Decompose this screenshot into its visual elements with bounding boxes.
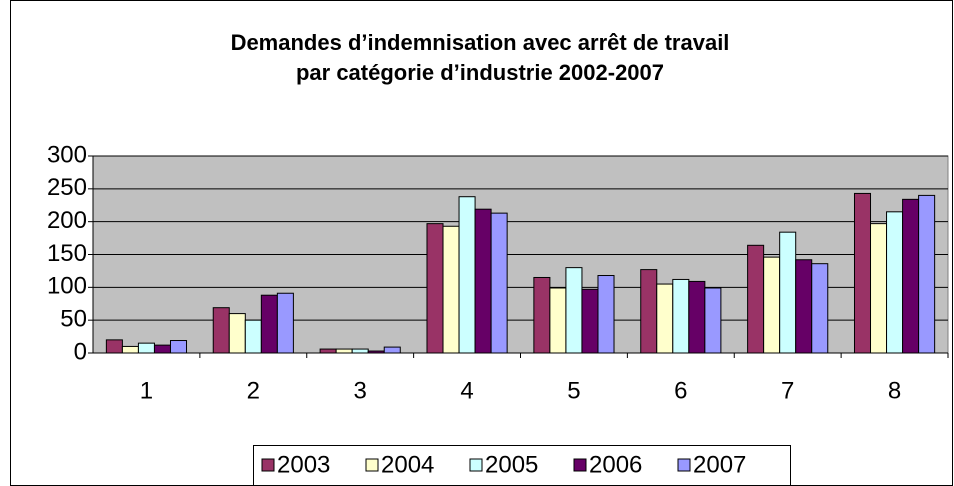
y-tick-label: 200 [47,207,87,234]
x-tick-label: 7 [781,377,794,404]
bar [351,348,369,354]
bar [597,275,615,354]
legend-swatch [573,458,587,472]
bar [870,223,888,354]
bar [169,340,188,354]
legend-swatch [677,458,691,472]
bar [581,288,599,354]
x-tick-label: 5 [567,377,580,404]
bar [244,319,262,354]
legend-label: 2005 [485,451,538,478]
bar [853,192,872,354]
x-tick-label: 4 [460,377,473,404]
legend-swatch [365,458,379,472]
bar [795,259,813,354]
legend-swatch [261,458,275,472]
bar [228,313,246,354]
y-tick-label: 50 [60,306,87,333]
legend-label: 2007 [693,451,746,478]
x-tick-label: 6 [674,377,687,404]
bar [763,256,781,354]
y-tick-label: 100 [47,273,87,300]
legend-label: 2004 [381,451,434,478]
legend-swatch [469,458,483,472]
bar [383,346,401,354]
bar [137,342,155,354]
chart-title: Demandes d’indemnisation avec arrêt de t… [231,30,730,55]
legend-label: 2003 [277,451,330,478]
y-tick-label: 150 [47,240,87,267]
x-tick-label: 3 [354,377,367,404]
bar [212,307,230,354]
x-tick-label: 8 [888,377,901,404]
chart-title: par catégorie d’industrie 2002-2007 [296,60,664,85]
bar [442,225,460,354]
bar [335,348,353,354]
bar [672,278,690,354]
bar [121,345,139,354]
bar [426,223,444,354]
y-tick-label: 250 [47,174,87,201]
legend-label: 2006 [589,451,642,478]
bar [276,292,294,354]
bar [656,283,674,354]
bar [640,269,658,354]
bar [886,211,904,354]
bar [474,208,492,354]
bar [533,276,551,354]
bar [490,212,508,354]
x-tick-label: 2 [247,377,260,404]
legend-box [253,445,791,486]
bar [319,348,337,354]
bar [549,287,567,354]
bar [918,194,936,354]
bar [902,198,920,354]
bar [260,294,278,354]
bar [704,287,722,354]
y-tick-label: 300 [47,141,87,168]
bar [811,263,829,354]
bar [458,196,476,354]
bar [105,339,123,354]
x-tick-label: 1 [140,377,153,404]
bar [565,267,583,354]
y-tick-label: 0 [74,338,87,365]
bar [688,280,706,354]
bar [779,231,797,354]
bar [367,350,385,354]
bar [153,344,171,354]
bar [747,244,765,354]
